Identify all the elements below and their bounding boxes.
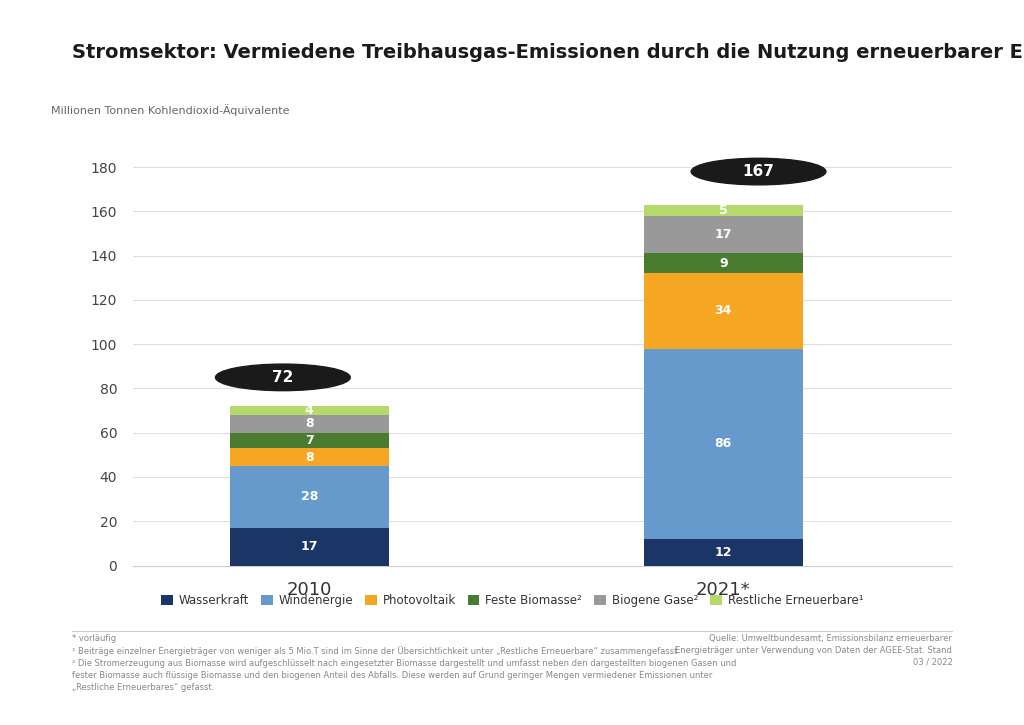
Text: 4: 4: [305, 404, 313, 417]
Legend: Wasserkraft, Windenergie, Photovoltaik, Feste Biomasse², Biogene Gase², Restlich: Wasserkraft, Windenergie, Photovoltaik, …: [156, 589, 868, 612]
Bar: [644, 254, 803, 273]
Text: 34: 34: [715, 304, 732, 318]
Text: 17: 17: [300, 540, 318, 553]
Ellipse shape: [215, 364, 350, 391]
Text: 7: 7: [305, 434, 313, 447]
Text: 12: 12: [715, 546, 732, 559]
Bar: [644, 204, 803, 216]
Text: 5: 5: [719, 204, 728, 217]
Text: 8: 8: [305, 418, 313, 431]
Text: 9: 9: [719, 257, 728, 270]
Ellipse shape: [691, 158, 826, 185]
Bar: [230, 448, 388, 466]
Text: Quelle: Umweltbundesamt, Emissionsbilanz erneuerbarer
Energieträger unter Verwen: Quelle: Umweltbundesamt, Emissionsbilanz…: [676, 634, 952, 667]
Text: 167: 167: [742, 164, 774, 179]
Text: 72: 72: [272, 370, 294, 385]
Text: Millionen Tonnen Kohlendioxid-Äquivalente: Millionen Tonnen Kohlendioxid-Äquivalent…: [51, 104, 290, 115]
Bar: [230, 406, 388, 415]
Text: 17: 17: [715, 228, 732, 241]
Text: Stromsektor: Vermiedene Treibhausgas-Emissionen durch die Nutzung erneuerbarer E: Stromsektor: Vermiedene Treibhausgas-Emi…: [72, 44, 1024, 62]
Bar: [230, 415, 388, 433]
Bar: [644, 349, 803, 539]
Bar: [230, 433, 388, 448]
Text: 8: 8: [305, 450, 313, 463]
Bar: [644, 539, 803, 566]
Bar: [230, 528, 388, 566]
Text: 86: 86: [715, 437, 732, 450]
Text: * vorläufig
¹ Beiträge einzelner Energieträger von weniger als 5 Mio.T sind im S: * vorläufig ¹ Beiträge einzelner Energie…: [72, 634, 736, 692]
Bar: [230, 466, 388, 528]
Text: 28: 28: [301, 490, 318, 503]
Bar: [644, 273, 803, 349]
Bar: [644, 216, 803, 254]
